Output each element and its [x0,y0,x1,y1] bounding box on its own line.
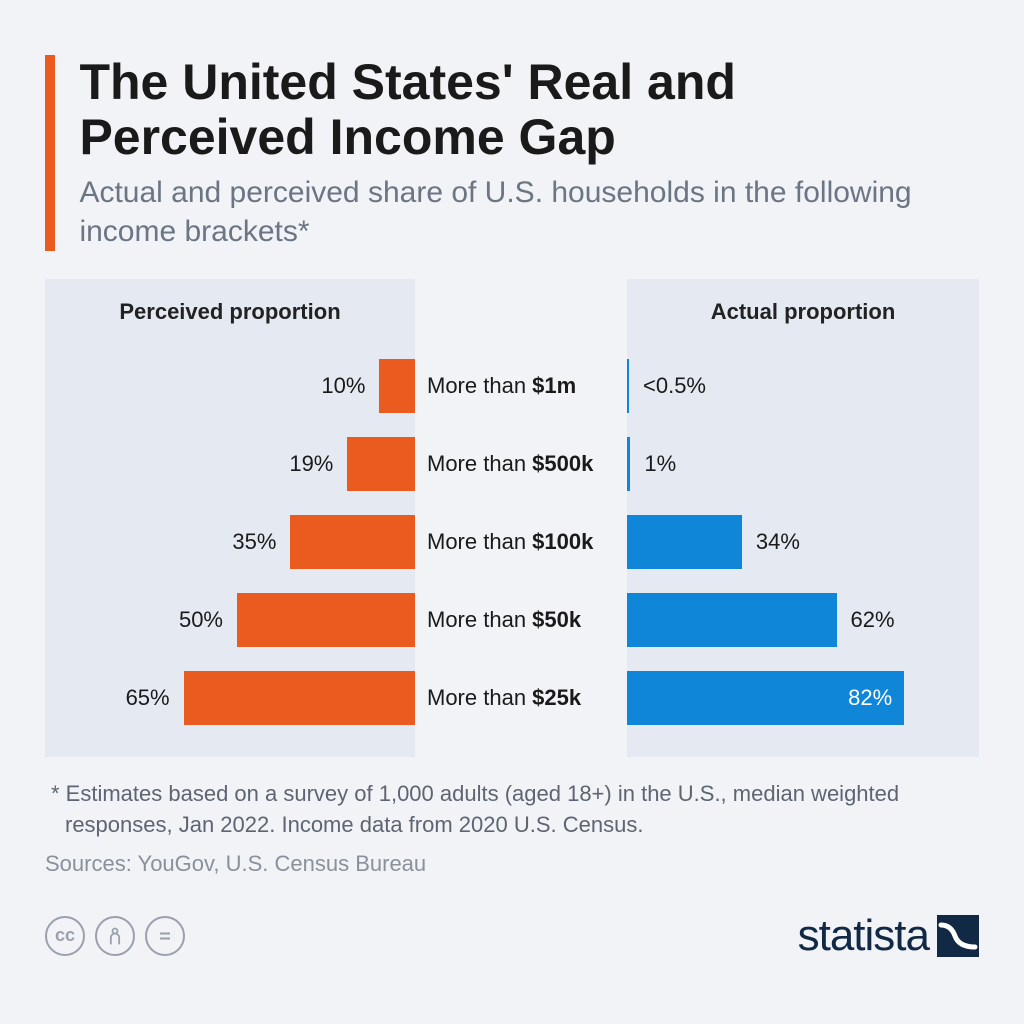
bar-value: 1% [630,451,690,477]
bar-value: 65% [112,685,184,711]
infographic: The United States' Real and Perceived In… [0,0,1024,991]
bar-row-left: 50% [45,581,415,659]
bar-row-left: 10% [45,347,415,425]
bar-value: 34% [742,529,814,555]
by-icon [95,916,135,956]
bar-perceived [184,671,415,725]
bar-actual [627,515,742,569]
bar-value: 35% [218,529,290,555]
bar-row-right: <0.5% [627,347,979,425]
statista-logo: statista [798,911,979,961]
cc-license-icons: cc [45,916,185,956]
panel-actual: Actual proportion <0.5% 1% 34% 62% 82% [627,279,979,757]
bar-value: 82% [627,671,904,725]
accent-bar [45,55,55,251]
footnote: * Estimates based on a survey of 1,000 a… [45,779,979,841]
bar-row-left: 19% [45,425,415,503]
nd-icon [145,916,185,956]
category-label: More than $1m [415,347,627,425]
bar-perceived [347,437,415,491]
header-text: The United States' Real and Perceived In… [79,55,979,251]
bar-perceived [379,359,415,413]
sources: Sources: YouGov, U.S. Census Bureau [45,851,979,877]
bar-row-right: 82% [627,659,979,737]
bar-row-right: 34% [627,503,979,581]
subtitle: Actual and perceived share of U.S. house… [79,173,979,251]
bar-row-right: 62% [627,581,979,659]
panel-categories: . More than $1mMore than $500kMore than … [415,279,627,757]
bar-row-left: 35% [45,503,415,581]
diverging-bar-chart: Perceived proportion 10% 19% 35% 50% 65% . M… [45,279,979,757]
bar-row-right: 1% [627,425,979,503]
right-header: Actual proportion [627,299,979,325]
category-label: More than $100k [415,503,627,581]
header: The United States' Real and Perceived In… [45,55,979,251]
bar-value: <0.5% [629,373,720,399]
logo-text: statista [798,911,929,961]
bar-perceived [237,593,415,647]
category-label: More than $50k [415,581,627,659]
footer: cc statista [45,911,979,961]
category-label: More than $500k [415,425,627,503]
category-label: More than $25k [415,659,627,737]
panel-perceived: Perceived proportion 10% 19% 35% 50% 65% [45,279,415,757]
cc-icon: cc [45,916,85,956]
logo-mark-icon [937,915,979,957]
bar-value: 19% [275,451,347,477]
bar-perceived [290,515,415,569]
bar-value: 50% [165,607,237,633]
bar-row-left: 65% [45,659,415,737]
bar-actual [627,593,837,647]
left-header: Perceived proportion [45,299,415,325]
bar-actual: 82% [627,671,904,725]
bar-value: 10% [307,373,379,399]
bar-value: 62% [837,607,909,633]
title: The United States' Real and Perceived In… [79,55,979,165]
